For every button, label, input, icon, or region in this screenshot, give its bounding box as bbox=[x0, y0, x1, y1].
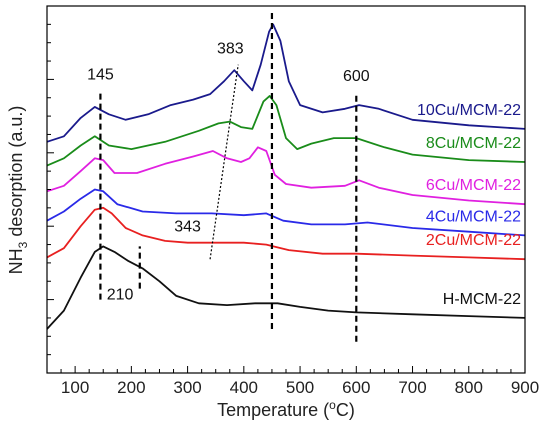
x-tick-label: 800 bbox=[455, 378, 483, 397]
series-label-6cu-mcm-22: 6Cu/MCM-22 bbox=[426, 177, 521, 194]
peak-label-600: 600 bbox=[343, 68, 370, 85]
x-tick-label: 500 bbox=[286, 378, 314, 397]
x-tick-label: 900 bbox=[511, 378, 539, 397]
peak-shift-trend-line bbox=[209, 64, 239, 260]
x-tick-label: 400 bbox=[230, 378, 258, 397]
x-axis-title-tail: C) bbox=[336, 400, 355, 420]
x-axis-title-degree: o bbox=[329, 398, 336, 412]
peak-label-450: 450 bbox=[259, 0, 286, 3]
peak-label-383: 383 bbox=[217, 41, 244, 58]
series-label-2cu-mcm-22: 2Cu/MCM-22 bbox=[426, 232, 521, 249]
x-tick-label: 100 bbox=[61, 378, 89, 397]
peak-label-210: 210 bbox=[107, 287, 134, 304]
x-axis-title: Temperature (oC) bbox=[217, 398, 355, 420]
series-label-10cu-mcm-22: 10Cu/MCM-22 bbox=[417, 102, 521, 119]
series-label-8cu-mcm-22: 8Cu/MCM-22 bbox=[426, 135, 521, 152]
reference-lines: 145 450 600 210 383 343 bbox=[87, 0, 370, 342]
x-tick-label: 300 bbox=[173, 378, 201, 397]
y-axis-ticks bbox=[47, 5, 54, 374]
series-label-h-mcm-22: H-MCM-22 bbox=[443, 291, 521, 308]
curve-labels: 10Cu/MCM-22 8Cu/MCM-22 6Cu/MCM-22 4Cu/MCM-2… bbox=[417, 102, 521, 308]
series-label-4cu-mcm-22: 4Cu/MCM-22 bbox=[426, 208, 521, 225]
series-line-2cu-mcm-22 bbox=[46, 206, 526, 261]
x-axis-title-main: Temperature ( bbox=[217, 400, 329, 420]
y-axis-title-pre: NH bbox=[6, 248, 26, 274]
y-axis-title-post: desorption (a.u.) bbox=[6, 106, 26, 242]
series-line-10cu-mcm-22 bbox=[46, 23, 526, 143]
x-tick-label: 700 bbox=[398, 378, 426, 397]
peak-label-343: 343 bbox=[174, 219, 201, 236]
series-line-4cu-mcm-22 bbox=[46, 188, 526, 237]
series-line-6cu-mcm-22 bbox=[46, 146, 526, 206]
series-curves bbox=[46, 23, 526, 330]
y-axis-title-sub: 3 bbox=[16, 241, 30, 248]
series-line-h-mcm-22 bbox=[46, 245, 526, 330]
x-tick-label: 600 bbox=[342, 378, 370, 397]
peak-label-145: 145 bbox=[87, 66, 114, 83]
series-line-8cu-mcm-22 bbox=[46, 95, 526, 167]
x-axis-ticks: 100 200 300 400 500 600 700 800 900 bbox=[46, 366, 539, 397]
x-tick-label: 200 bbox=[117, 378, 145, 397]
y-axis-title: NH3 desorption (a.u.) bbox=[6, 106, 30, 275]
